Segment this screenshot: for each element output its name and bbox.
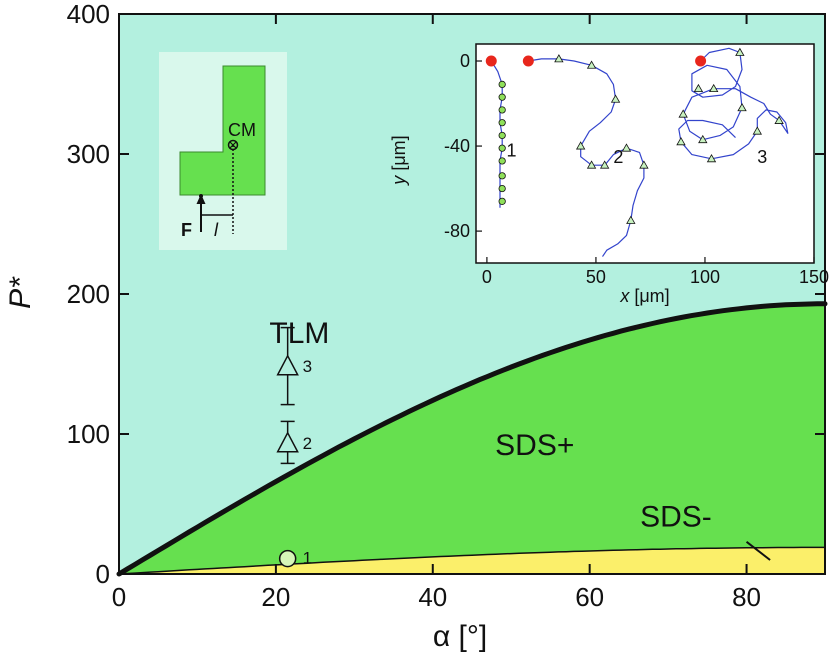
data-point-label: 1 bbox=[303, 549, 312, 568]
x-tick-label: 0 bbox=[112, 582, 126, 612]
inset-x-axis-title: x [μm] bbox=[619, 286, 669, 306]
y-tick-label: 200 bbox=[67, 279, 110, 309]
force-arrowhead bbox=[196, 194, 206, 204]
data-points: 1 2 3 bbox=[276, 326, 312, 568]
tlm-region-label: TLM bbox=[269, 317, 329, 350]
y-tick-label: 0 bbox=[96, 559, 110, 589]
x-tick-label: 80 bbox=[732, 582, 761, 612]
sds-plus-region-label: SDS+ bbox=[495, 429, 574, 462]
trajectory-marker-3 bbox=[735, 47, 745, 56]
trajectory-marker-3 bbox=[709, 83, 719, 93]
data-point-2 bbox=[276, 431, 299, 453]
inset-axes: 0 50 100 150 0 -40 -80 bbox=[444, 51, 829, 287]
trajectory-marker-1 bbox=[498, 119, 506, 127]
trajectory-marker-2 bbox=[621, 143, 632, 152]
trajectory-marker-3 bbox=[706, 154, 717, 163]
trajectory-marker-3 bbox=[752, 126, 762, 135]
trajectory-marker-3 bbox=[693, 83, 704, 93]
particle-schematic: CM F l bbox=[159, 52, 287, 250]
x-axis-title: α [°] bbox=[433, 620, 487, 653]
inset-x-tick-label: 100 bbox=[690, 267, 720, 287]
sds-minus-pointer-line bbox=[745, 541, 771, 561]
trajectory-inset: 0 50 100 150 0 -40 -80 1 2 3 x [μm] y [μm] bbox=[389, 43, 829, 306]
inset-plot-background bbox=[475, 43, 815, 264]
data-point-label: 3 bbox=[303, 357, 312, 376]
trajectory-start-1 bbox=[485, 55, 497, 67]
lever-arm-label: l bbox=[214, 220, 219, 240]
trajectory-marker-2 bbox=[586, 60, 597, 69]
y-tick-label: 400 bbox=[67, 0, 110, 29]
trajectory-marker-1 bbox=[498, 144, 506, 152]
x-tick-label: 60 bbox=[575, 582, 604, 612]
trajectory-marker-3 bbox=[774, 115, 784, 124]
cm-marker-cross bbox=[229, 141, 237, 149]
x-axis: 0 20 40 60 80 bbox=[112, 14, 761, 612]
trajectory-label: 3 bbox=[757, 147, 767, 167]
trajectory-marker-1 bbox=[498, 157, 506, 165]
data-point-1 bbox=[278, 549, 297, 568]
x-tick-label: 40 bbox=[418, 582, 447, 612]
inset-y-tick-label: -40 bbox=[444, 136, 470, 156]
trajectory-marker-2 bbox=[586, 160, 597, 169]
inset-x-tick-label: 0 bbox=[482, 267, 492, 287]
trajectory-marker-1 bbox=[498, 172, 506, 180]
trajectory-marker-2 bbox=[610, 94, 621, 103]
trajectory-marker-3 bbox=[678, 109, 688, 118]
inset-y-tick-label: 0 bbox=[460, 51, 470, 71]
trajectory-marker-1 bbox=[498, 93, 506, 101]
y-tick-label: 100 bbox=[67, 419, 110, 449]
y-tick-label: 300 bbox=[67, 139, 110, 169]
x-tick-label: 20 bbox=[261, 582, 290, 612]
data-point-3 bbox=[276, 354, 299, 376]
inset-x-tick-label: 50 bbox=[586, 267, 606, 287]
trajectory-marker-3 bbox=[698, 134, 708, 144]
force-origin-dot bbox=[199, 194, 203, 198]
force-label: F bbox=[181, 220, 192, 240]
trajectory-marker-1 bbox=[498, 197, 506, 205]
trajectory-marker-2 bbox=[599, 160, 610, 169]
trajectory-marker-2 bbox=[554, 54, 564, 63]
trajectory-marker-2 bbox=[639, 160, 649, 169]
trajectory-marker-2 bbox=[575, 141, 586, 150]
inset-y-axis-title: y [μm] bbox=[389, 135, 409, 186]
trajectory-label: 1 bbox=[507, 141, 517, 161]
trajectory-start-2 bbox=[522, 55, 534, 67]
inset-trajectories: 1 2 3 bbox=[485, 47, 789, 257]
trajectory-marker-1 bbox=[498, 184, 506, 193]
cm-label: CM bbox=[228, 120, 256, 140]
inset-y-tick-label: -80 bbox=[444, 221, 470, 241]
inset-x-tick-label: 150 bbox=[799, 267, 829, 287]
cm-marker bbox=[227, 139, 239, 151]
trajectory-marker-3 bbox=[676, 136, 686, 146]
data-point-label: 2 bbox=[303, 434, 312, 453]
trajectory-start-3 bbox=[695, 55, 707, 67]
trajectory-marker-1 bbox=[498, 131, 506, 140]
sds-minus-region-label: SDS- bbox=[640, 500, 712, 533]
sds-boundary-curve bbox=[118, 546, 825, 575]
trajectory-marker-1 bbox=[498, 80, 506, 88]
trajectory-marker-3 bbox=[737, 102, 747, 112]
l-shaped-particle bbox=[179, 65, 266, 196]
sds-minus-region bbox=[119, 547, 825, 574]
tlm-boundary-curve bbox=[116, 301, 828, 577]
trajectory-label: 2 bbox=[613, 147, 623, 167]
sds-plus-region bbox=[119, 303, 825, 574]
trajectory-marker-1 bbox=[498, 106, 506, 114]
y-axis-title: P* bbox=[4, 276, 37, 309]
trajectory-marker-2 bbox=[626, 215, 636, 224]
